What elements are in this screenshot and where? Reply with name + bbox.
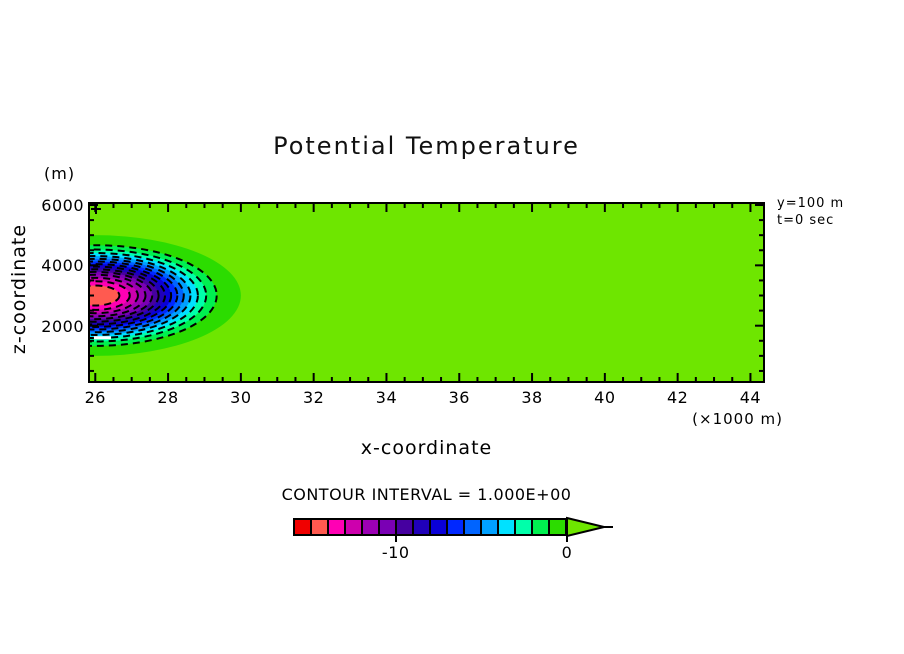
colorbar-cell bbox=[448, 520, 465, 534]
x-tick-label: 42 bbox=[666, 388, 689, 407]
contour-line bbox=[88, 257, 185, 334]
colorbar-cell bbox=[363, 520, 380, 534]
contour-plot bbox=[88, 202, 765, 383]
contour-line bbox=[88, 248, 208, 343]
contour-line bbox=[88, 280, 131, 311]
slice-annotation: y=100 m bbox=[777, 196, 845, 211]
y-tick-label: 2000 bbox=[41, 316, 84, 336]
colorbar-cell bbox=[516, 520, 533, 534]
contour-line bbox=[88, 273, 147, 318]
colorbar-cell bbox=[397, 520, 414, 534]
x-tick-label: 44 bbox=[739, 388, 762, 407]
contour-band bbox=[88, 285, 120, 306]
x-tick-label: 32 bbox=[302, 388, 325, 407]
colorbar-cell bbox=[533, 520, 550, 534]
colorbar-cell bbox=[550, 520, 565, 534]
x-axis-label: x-coordinate bbox=[360, 437, 493, 459]
x-tick-label: 34 bbox=[375, 388, 398, 407]
x-axis-unit-label: (×1000 m) bbox=[692, 410, 783, 428]
x-tick-label: 40 bbox=[594, 388, 616, 407]
colorbar-cell bbox=[431, 520, 448, 534]
colorbar-value-label: 0 bbox=[561, 543, 573, 562]
x-tick-label: 26 bbox=[84, 388, 106, 407]
colorbar-tick bbox=[394, 536, 397, 542]
colorbar-cell bbox=[482, 520, 499, 534]
y-axis-unit-label: (m) bbox=[44, 164, 76, 183]
x-tick-label: 38 bbox=[521, 388, 543, 407]
colorbar-title: CONTOUR INTERVAL = 1.000E+00 bbox=[281, 485, 572, 504]
colorbar-cell bbox=[312, 520, 329, 534]
x-tick-label: 30 bbox=[230, 388, 252, 407]
y-tick-label: 4000 bbox=[41, 256, 84, 276]
colorbar-cell bbox=[346, 520, 363, 534]
colorbar-cell bbox=[414, 520, 431, 534]
colorbar-cell bbox=[329, 520, 346, 534]
colorbar bbox=[293, 518, 567, 536]
x-tick-label: 36 bbox=[448, 388, 470, 407]
y-axis-label: z-coordinate bbox=[8, 223, 30, 355]
colorbar-tick bbox=[566, 536, 568, 542]
contour-line bbox=[88, 276, 139, 315]
min-marker bbox=[93, 336, 111, 340]
colorbar-arrow bbox=[566, 516, 613, 538]
colorbar-cell bbox=[499, 520, 516, 534]
contour-line bbox=[88, 284, 121, 307]
colorbar-cell bbox=[295, 520, 312, 534]
plot-frame bbox=[88, 202, 765, 383]
contour-line bbox=[88, 268, 160, 323]
time-annotation: t=0 sec bbox=[777, 213, 835, 228]
contour-line bbox=[88, 263, 173, 328]
colorbar-cell bbox=[380, 520, 397, 534]
page-title: Potential Temperature bbox=[273, 132, 580, 160]
colorbar-cell bbox=[465, 520, 482, 534]
colorbar-arrow-head bbox=[566, 516, 605, 538]
y-tick-label: 6000 bbox=[41, 196, 84, 216]
x-tick-label: 28 bbox=[157, 388, 179, 407]
colorbar-value-label: -10 bbox=[381, 543, 410, 562]
